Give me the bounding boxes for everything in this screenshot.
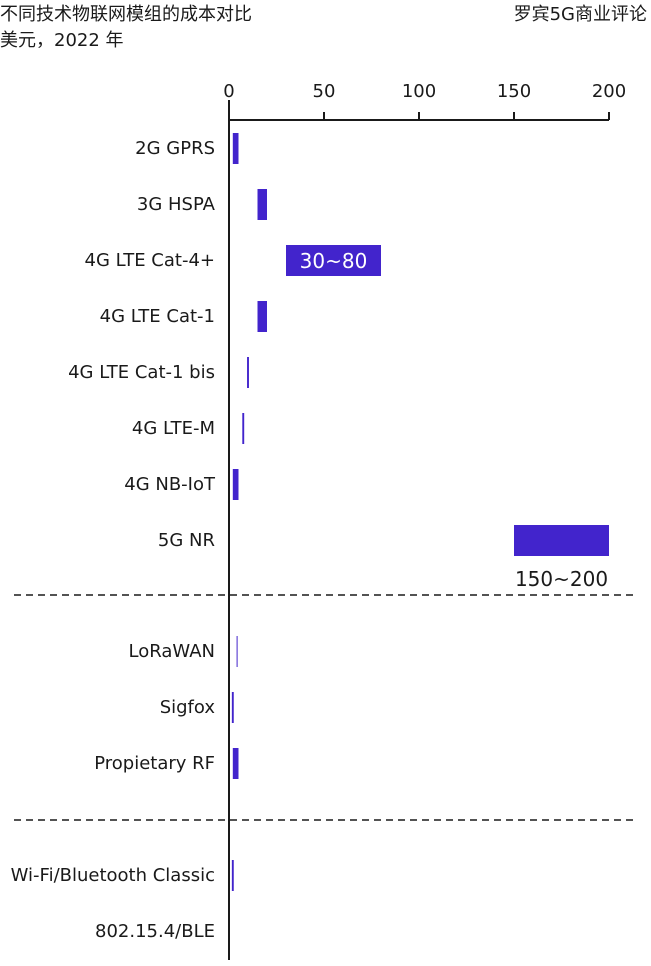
x-tick-label: 150: [497, 81, 531, 102]
x-tick-label: 100: [402, 81, 436, 102]
range-bar: [232, 748, 239, 779]
category-label: Propietary RF: [94, 753, 215, 774]
x-tick-label: 200: [592, 81, 626, 102]
category-label: 4G LTE Cat-4+: [85, 250, 215, 271]
category-label: Wi-Fi/Bluetooth Classic: [11, 865, 215, 886]
x-tick-label: 0: [223, 81, 234, 102]
category-label: 4G LTE Cat-1: [100, 306, 215, 327]
category-label: 4G LTE Cat-1 bis: [68, 362, 215, 383]
data-label: 30~80: [300, 249, 368, 273]
category-label: 2G GPRS: [135, 138, 215, 159]
chart-title: 不同技术物联网模组的成本对比: [0, 4, 252, 25]
source-label: 罗宾5G商业评论: [513, 4, 647, 25]
range-bar: [247, 357, 249, 388]
category-label: LoRaWAN: [129, 641, 215, 662]
range-bar: [514, 525, 609, 556]
category-label: 4G LTE-M: [132, 418, 215, 439]
category-label: 5G NR: [158, 530, 215, 551]
range-bar: [231, 860, 234, 891]
data-label: 150~200: [515, 567, 608, 591]
category-label: 802.15.4/BLE: [95, 921, 215, 942]
range-bar: [231, 692, 234, 723]
range-bar: [232, 469, 239, 500]
category-label: 3G HSPA: [137, 194, 216, 215]
category-label: 4G NB-IoT: [124, 474, 216, 495]
chart-subtitle: 美元，2022 年: [0, 30, 124, 51]
range-bar: [257, 189, 267, 220]
range-bar: [257, 301, 267, 332]
category-label: Sigfox: [160, 697, 216, 718]
range-bar: [242, 413, 245, 444]
range-bar: [286, 245, 381, 276]
range-bar: [232, 133, 239, 164]
x-tick-label: 50: [313, 81, 336, 102]
range-bar: [236, 636, 238, 667]
